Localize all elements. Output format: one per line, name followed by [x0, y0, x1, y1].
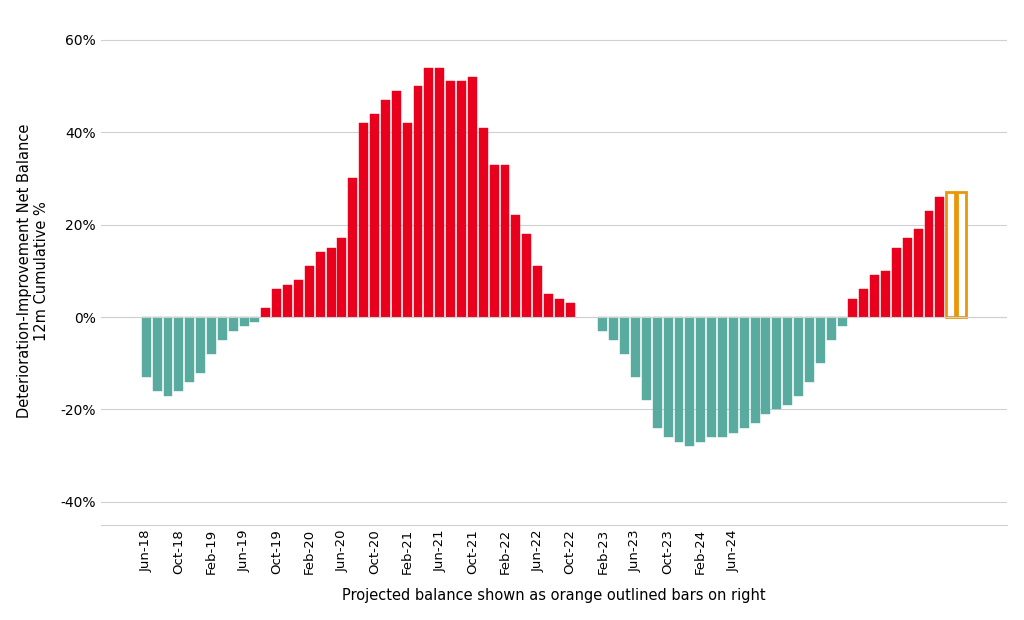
Bar [468, 77, 477, 317]
Bar [446, 81, 455, 317]
Bar [359, 123, 368, 317]
Bar [664, 317, 673, 437]
Bar [826, 317, 836, 340]
Bar [479, 128, 487, 317]
Bar [489, 164, 499, 317]
Bar [511, 215, 520, 317]
Bar [261, 308, 270, 317]
Bar [251, 317, 259, 322]
Bar [751, 317, 760, 423]
Bar [870, 275, 880, 317]
Bar [174, 317, 183, 391]
Bar [228, 317, 238, 331]
Bar [197, 317, 205, 373]
Bar [294, 280, 303, 317]
Bar [381, 100, 390, 317]
Bar [631, 317, 640, 377]
Y-axis label: Deterioration-Improvement Net Balance
12m Cumulative %: Deterioration-Improvement Net Balance 12… [16, 123, 49, 418]
Bar [805, 317, 814, 382]
Bar [218, 317, 226, 340]
Bar [925, 211, 934, 317]
Bar [348, 179, 357, 317]
Bar [783, 317, 793, 405]
Bar [370, 113, 379, 317]
Bar [794, 317, 803, 396]
Bar [414, 86, 423, 317]
Bar [141, 317, 151, 377]
Bar [240, 317, 249, 326]
Bar [838, 317, 847, 326]
Bar [392, 91, 400, 317]
Bar [555, 299, 564, 317]
Bar [185, 317, 195, 382]
Bar [457, 81, 466, 317]
Bar [903, 239, 911, 317]
Bar [522, 234, 531, 317]
Bar [859, 290, 868, 317]
Bar [402, 123, 412, 317]
Bar [946, 192, 955, 317]
Bar [675, 317, 683, 442]
Bar [685, 317, 694, 446]
Bar [718, 317, 727, 437]
Bar [566, 303, 574, 317]
Bar [501, 164, 510, 317]
Bar [207, 317, 216, 354]
Bar [534, 266, 542, 317]
Bar [957, 192, 966, 317]
Bar [913, 229, 923, 317]
Bar [598, 317, 607, 331]
Bar [164, 317, 172, 396]
Bar [272, 290, 282, 317]
Bar [936, 197, 944, 317]
Bar [849, 299, 857, 317]
Bar [338, 239, 346, 317]
Bar [305, 266, 313, 317]
Bar [621, 317, 629, 354]
Bar [762, 317, 770, 414]
Bar [816, 317, 824, 363]
Bar [652, 317, 662, 428]
Bar [729, 317, 737, 433]
Bar [153, 317, 162, 391]
Bar [739, 317, 749, 428]
Bar [283, 285, 292, 317]
Bar [772, 317, 781, 409]
Bar [892, 248, 901, 317]
Bar [327, 248, 336, 317]
Bar [696, 317, 706, 442]
X-axis label: Projected balance shown as orange outlined bars on right: Projected balance shown as orange outlin… [342, 588, 766, 603]
Bar [609, 317, 618, 340]
Bar [315, 252, 325, 317]
Bar [881, 271, 890, 317]
Bar [642, 317, 651, 401]
Bar [708, 317, 716, 437]
Bar [424, 68, 433, 317]
Bar [544, 294, 553, 317]
Bar [435, 68, 444, 317]
